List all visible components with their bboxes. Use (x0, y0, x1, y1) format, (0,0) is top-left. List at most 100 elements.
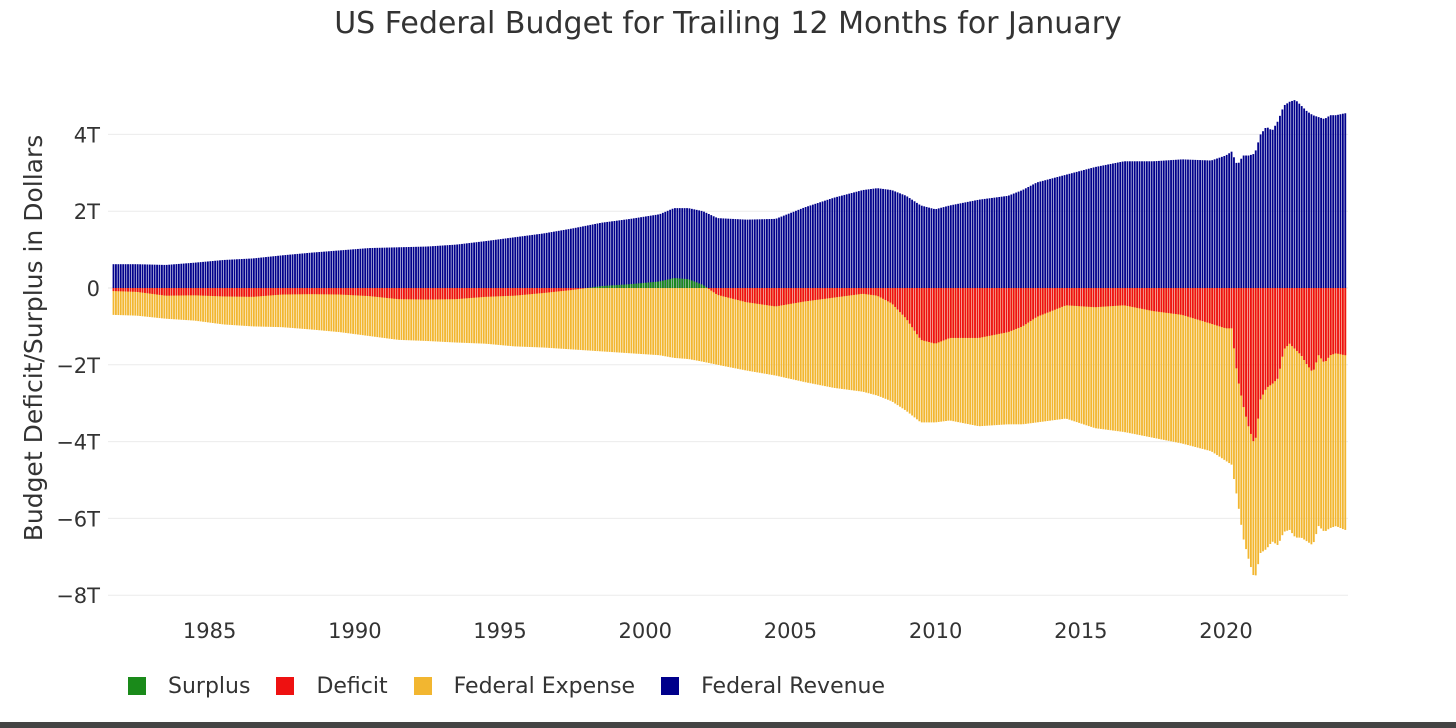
expense-bar (1220, 288, 1223, 459)
expense-bar (1083, 288, 1085, 425)
expense-bar (223, 288, 226, 325)
deficit-bar (792, 288, 795, 304)
expense-bar (1049, 288, 1051, 421)
revenue-bar (294, 254, 296, 288)
deficit-bar (1177, 288, 1180, 315)
expense-bar (572, 288, 575, 350)
revenue-bar (949, 205, 952, 288)
revenue-bar (882, 188, 884, 288)
expense-bar (700, 288, 703, 362)
expense-bar (1218, 288, 1221, 457)
expense-bar (722, 288, 725, 366)
revenue-bar (1126, 161, 1129, 288)
revenue-bar (625, 219, 628, 288)
expense-bar (424, 288, 427, 341)
expense-bar (265, 288, 267, 327)
surplus-bar (635, 283, 638, 288)
revenue-bar (444, 245, 446, 288)
expense-bar (255, 288, 258, 327)
deficit-bar (332, 288, 335, 295)
legend-item-revenue[interactable]: Federal Revenue (661, 674, 885, 699)
deficit-bar (1317, 288, 1320, 356)
expense-bar (678, 288, 681, 359)
expense-bar (1293, 288, 1296, 537)
expense-bar (538, 288, 541, 348)
revenue-bar (1213, 159, 1216, 288)
expense-bar (681, 288, 684, 359)
expense-bar (298, 288, 301, 329)
revenue-bar (986, 198, 989, 288)
revenue-bar (865, 189, 868, 288)
deficit-bar (831, 288, 834, 298)
expense-bar (923, 288, 926, 423)
revenue-bar (1252, 154, 1255, 288)
revenue-bar (920, 205, 923, 288)
revenue-bar (896, 192, 899, 288)
expense-bar (867, 288, 870, 394)
revenue-bar (579, 226, 582, 288)
revenue-bar (775, 218, 778, 288)
legend: Surplus Deficit Federal Expense Federal … (128, 672, 911, 700)
deficit-bar (857, 288, 860, 295)
revenue-bar (659, 213, 662, 288)
deficit-bar (932, 288, 935, 344)
deficit-bar (976, 288, 979, 338)
revenue-bar (388, 247, 391, 288)
expense-bar (344, 288, 347, 333)
deficit-bar (284, 288, 287, 295)
expense-bar (523, 288, 526, 347)
expense-bar (599, 288, 601, 352)
expense-bar (574, 288, 577, 350)
deficit-bar (1240, 288, 1243, 396)
expense-bar (492, 288, 495, 345)
deficit-bar (354, 288, 357, 296)
deficit-bar (504, 288, 507, 297)
expense-bar (347, 288, 350, 334)
deficit-bar (461, 288, 463, 299)
expense-bar (1187, 288, 1189, 446)
surplus-bar (681, 278, 684, 288)
revenue-bar (117, 264, 120, 288)
legend-item-expense[interactable]: Federal Expense (413, 674, 635, 699)
deficit-bar (763, 288, 766, 305)
revenue-bar (594, 223, 596, 288)
revenue-bar (1083, 169, 1085, 288)
y-tick-label: 0 (87, 277, 100, 301)
deficit-bar (736, 288, 739, 301)
deficit-bar (1128, 288, 1131, 307)
expense-bar (311, 288, 313, 330)
deficit-bar (480, 288, 483, 298)
deficit-bar (238, 288, 241, 297)
expense-bar (831, 288, 834, 388)
revenue-bar (1283, 104, 1286, 289)
legend-item-surplus[interactable]: Surplus (128, 674, 250, 699)
legend-item-deficit[interactable]: Deficit (276, 674, 388, 699)
expense-bar (1315, 288, 1318, 535)
expense-bar (1022, 288, 1025, 425)
expense-bar (153, 288, 156, 318)
revenue-bar (925, 206, 928, 288)
expense-bar (1044, 288, 1047, 422)
expense-bar (916, 288, 918, 420)
expense-bar (1230, 288, 1233, 465)
expense-bar (1237, 288, 1240, 509)
revenue-bar (1124, 161, 1126, 288)
revenue-bar (843, 194, 846, 288)
deficit-bar (277, 288, 279, 295)
surplus-bar (661, 280, 664, 288)
revenue-bar (1220, 156, 1223, 288)
revenue-bar (1249, 154, 1252, 288)
revenue-bar (255, 258, 258, 288)
deficit-bar (991, 288, 993, 336)
revenue-bar (613, 220, 616, 288)
revenue-bar (1039, 181, 1042, 288)
expense-bar (565, 288, 567, 350)
deficit-bar (1295, 288, 1298, 351)
expense-bar (1075, 288, 1078, 423)
expense-bar (373, 288, 376, 337)
deficit-bar (1298, 288, 1301, 354)
expense-bar (1276, 288, 1279, 545)
deficit-bar (1216, 288, 1218, 326)
revenue-bar (582, 226, 584, 288)
expense-bar (720, 288, 722, 366)
